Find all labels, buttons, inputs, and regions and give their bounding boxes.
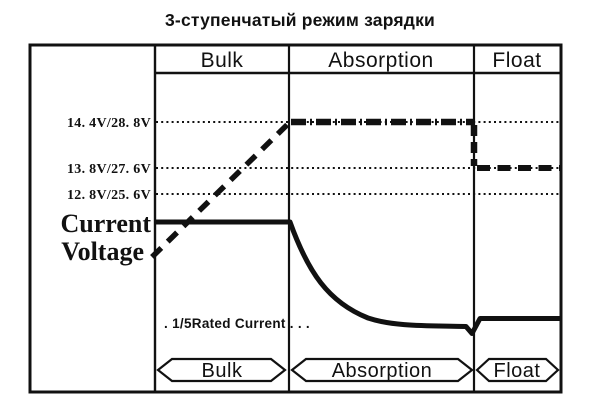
series-label-current: Current bbox=[60, 209, 151, 238]
chart-title: 3-ступенчатый режим зарядки bbox=[165, 10, 435, 30]
stage-tag-absorption-label: Absorption bbox=[332, 360, 433, 382]
current-curve bbox=[155, 219, 560, 336]
stage-tag-absorption-shape bbox=[290, 357, 474, 383]
stage-tag-bulk-label: Bulk bbox=[202, 360, 243, 382]
ylabel-13v: 13. 8V/27. 6V bbox=[67, 162, 151, 177]
header-stage-float: Float bbox=[492, 49, 541, 72]
stage-tag-float-shape bbox=[475, 357, 560, 383]
series-label-voltage: Voltage bbox=[61, 237, 144, 266]
rated-current-annotation: . 1/5Rated Current . . . bbox=[164, 316, 310, 331]
header-stage-absorption: Absorption bbox=[328, 49, 433, 72]
voltage-curve-bulk-rise bbox=[150, 120, 292, 259]
stage-tag-float-label: Float bbox=[494, 360, 541, 382]
stage-tag-bulk-shape bbox=[156, 357, 287, 383]
header-stage-bulk: Bulk bbox=[201, 49, 244, 72]
ylabel-12v: 12. 8V/25. 6V bbox=[67, 188, 151, 203]
ylabel-14v: 14. 4V/28. 8V bbox=[67, 116, 151, 131]
